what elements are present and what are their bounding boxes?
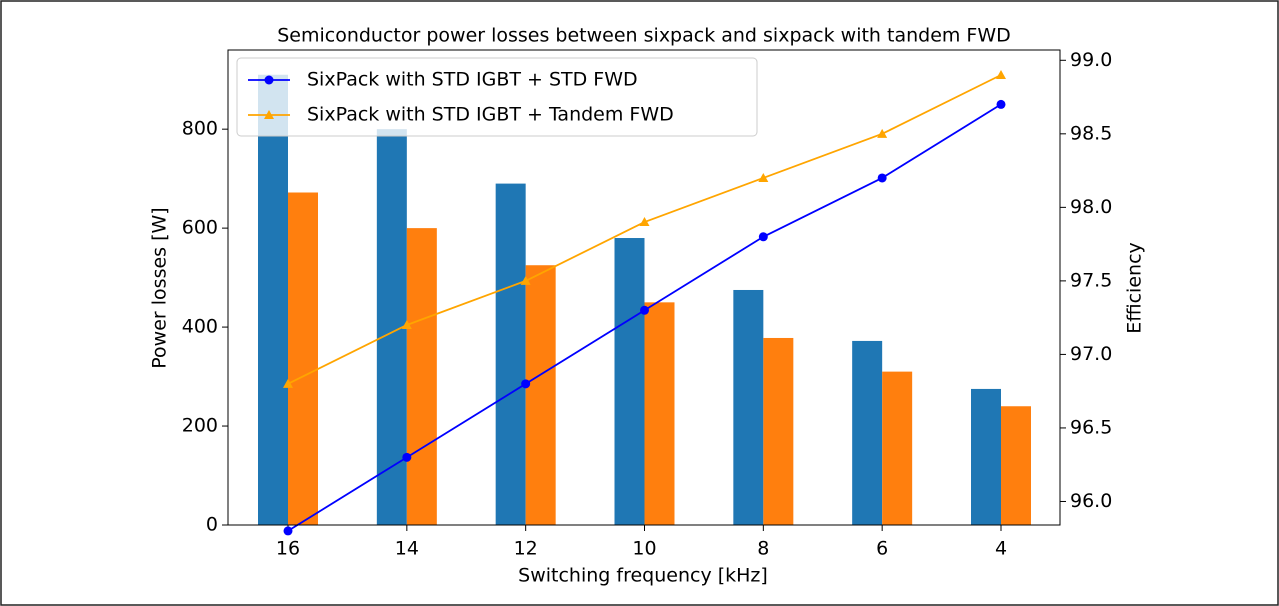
y2-tick-label: 98.5 (1070, 122, 1112, 144)
bar (733, 289, 764, 525)
y-tick-label: 800 (182, 118, 218, 140)
point (877, 128, 888, 138)
y2-tick-label: 96.5 (1070, 416, 1112, 438)
plot-frame (227, 49, 1061, 526)
bar (763, 337, 794, 525)
bar (525, 265, 556, 525)
x-tick-label: 4 (995, 538, 1007, 560)
point (283, 526, 293, 536)
x-axis-label: Switching frequency [kHz] (518, 565, 768, 587)
y-tick-label: 400 (182, 316, 218, 338)
legend-label: SixPack with STD IGBT + STD FWD (307, 69, 638, 91)
point (996, 99, 1006, 109)
bar (288, 192, 318, 525)
bar (644, 302, 675, 525)
bar (406, 228, 437, 525)
point (521, 379, 531, 389)
legend-box (236, 57, 758, 137)
point (996, 70, 1006, 79)
legend-marker (264, 110, 274, 119)
legend-label: SixPack with STD IGBT + Tandem FWD (307, 104, 674, 126)
y2-tick-label: 96.0 (1070, 490, 1112, 512)
x-tick-label: 14 (395, 538, 419, 560)
bar (852, 340, 883, 525)
point (758, 232, 768, 242)
point (758, 172, 769, 182)
point (640, 305, 649, 315)
point (520, 275, 531, 285)
bar (971, 388, 1001, 525)
point (402, 452, 412, 462)
bar (614, 238, 645, 526)
point (877, 173, 887, 183)
bar (258, 74, 288, 525)
y-tick-label: 600 (182, 217, 218, 239)
x-tick-label: 12 (514, 538, 538, 560)
y-axis-label: Power losses [W] (149, 207, 171, 368)
y2-tick-label: 99.0 (1070, 49, 1112, 71)
x-tick-label: 6 (876, 538, 888, 560)
y-tick-label: 0 (206, 514, 218, 536)
point (283, 378, 293, 388)
bar (495, 183, 526, 525)
point (401, 320, 412, 329)
x-tick-label: 10 (632, 538, 656, 560)
x-tick-label: 16 (276, 538, 300, 560)
y2-axis-label: Efficiency (1124, 242, 1146, 334)
chart-title: Semiconductor power losses between sixpa… (277, 25, 1011, 47)
y2-tick-label: 97.0 (1070, 343, 1112, 365)
point (639, 217, 650, 227)
y2-tick-label: 98.0 (1070, 196, 1112, 218)
bar (882, 371, 913, 525)
legend-marker (264, 75, 274, 85)
bar (1001, 406, 1031, 525)
x-tick-label: 8 (757, 538, 769, 560)
y2-tick-label: 97.5 (1070, 269, 1112, 291)
y-tick-label: 200 (182, 415, 218, 437)
